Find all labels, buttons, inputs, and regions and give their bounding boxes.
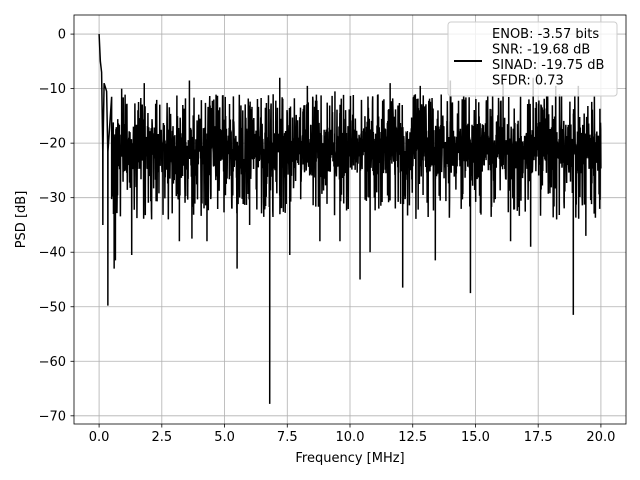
- y-tick-label: −70: [39, 409, 66, 424]
- legend-box: [447, 21, 618, 97]
- y-tick-label: −20: [39, 137, 66, 152]
- x-tick-label: 0.0: [89, 430, 110, 445]
- y-tick-label: −40: [39, 246, 66, 261]
- x-tick-label: 10.0: [336, 430, 365, 445]
- x-tick-label: 12.5: [398, 430, 427, 445]
- y-tick-label: −10: [39, 82, 66, 97]
- axis-ticks: 0.0 2.5 5.0 7.5 10.0 12.5 15.0 17.5 20.0 0 −10 −20 −…: [39, 28, 616, 445]
- legend-label-line: SFDR: 0.73: [492, 74, 564, 89]
- y-tick-label: 0: [58, 28, 66, 43]
- legend-label-line: ENOB: -3.57 bits: [492, 27, 599, 42]
- y-axis-label: PSD [dB]: [14, 191, 29, 249]
- x-tick-label: 15.0: [461, 430, 490, 445]
- legend-label-line: SNR: -19.68 dB: [492, 43, 590, 58]
- x-tick-label: 2.5: [151, 430, 172, 445]
- x-axis-label: Frequency [MHz]: [295, 451, 404, 466]
- legend-label-line: SINAD: -19.75 dB: [492, 58, 604, 73]
- x-tick-label: 7.5: [277, 430, 298, 445]
- x-tick-label: 17.5: [524, 430, 553, 445]
- y-tick-label: −50: [39, 300, 66, 315]
- plot-area: [98, 34, 602, 404]
- y-tick-label: −60: [39, 355, 66, 370]
- x-tick-label: 5.0: [214, 430, 235, 445]
- y-tick-label: −30: [39, 191, 66, 206]
- psd-series-line: [98, 34, 602, 404]
- grid-lines: [74, 15, 626, 424]
- x-tick-label: 20.0: [586, 430, 615, 445]
